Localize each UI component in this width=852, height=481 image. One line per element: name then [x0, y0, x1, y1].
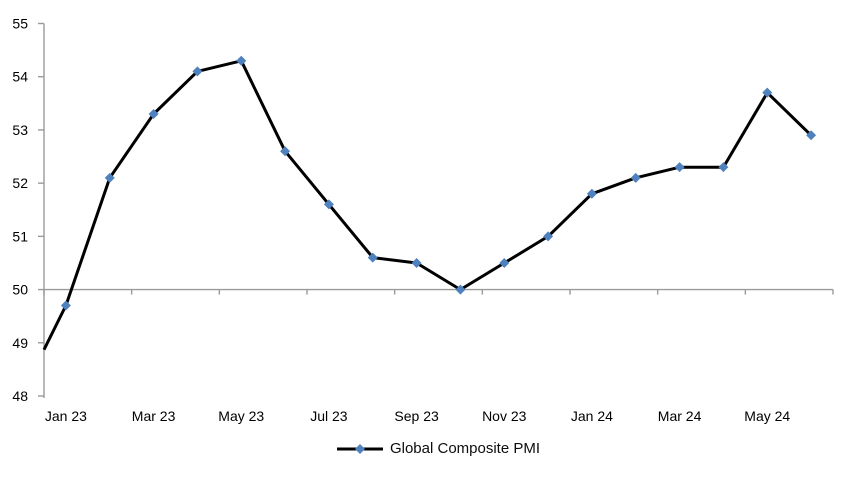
- y-axis-tick-label: 51: [12, 228, 28, 244]
- x-axis-tick-label: May 23: [218, 408, 264, 424]
- data-point-marker: [323, 199, 334, 210]
- legend: Global Composite PMI: [44, 440, 833, 457]
- x-axis-tick-label: Jul 23: [310, 408, 348, 424]
- data-point-marker: [630, 172, 641, 183]
- y-axis-tick-label: 52: [12, 175, 28, 191]
- data-point-marker: [543, 231, 554, 242]
- data-point-marker: [104, 172, 115, 183]
- data-point-marker: [762, 87, 773, 98]
- data-point-marker: [236, 55, 247, 66]
- legend-line-marker-icon: [336, 443, 383, 454]
- data-point-marker: [586, 188, 597, 199]
- legend-diamond-icon: [354, 443, 365, 454]
- data-point-marker: [192, 66, 203, 77]
- data-point-marker: [806, 130, 817, 141]
- data-point-marker: [411, 257, 422, 268]
- y-axis-tick-label: 53: [12, 122, 28, 138]
- data-point-marker: [499, 257, 510, 268]
- x-axis-tick-label: May 24: [744, 408, 790, 424]
- data-point-marker: [455, 284, 466, 295]
- y-axis-tick-label: 54: [12, 69, 28, 85]
- y-axis-tick-label: 48: [12, 388, 28, 404]
- data-point-marker: [674, 162, 685, 173]
- x-axis-tick-label: Jan 23: [45, 408, 87, 424]
- data-point-marker: [148, 108, 159, 119]
- series-line-global-composite-pmi: [42, 59, 813, 351]
- y-axis-tick-label: 55: [12, 16, 28, 32]
- x-axis-tick-label: Mar 23: [132, 408, 176, 424]
- y-axis-tick-label: 49: [12, 335, 28, 351]
- x-axis-tick-label: Mar 24: [658, 408, 702, 424]
- data-point-marker: [367, 252, 378, 263]
- y-axis-tick-label: 50: [12, 282, 28, 298]
- data-point-marker: [60, 300, 71, 311]
- x-axis-tick-label: Jan 24: [571, 408, 613, 424]
- x-axis-tick-label: Sep 23: [394, 408, 439, 424]
- x-axis-tick-label: Nov 23: [482, 408, 527, 424]
- data-point-marker: [718, 162, 729, 173]
- legend-label: Global Composite PMI: [389, 440, 541, 457]
- data-point-marker: [280, 146, 291, 157]
